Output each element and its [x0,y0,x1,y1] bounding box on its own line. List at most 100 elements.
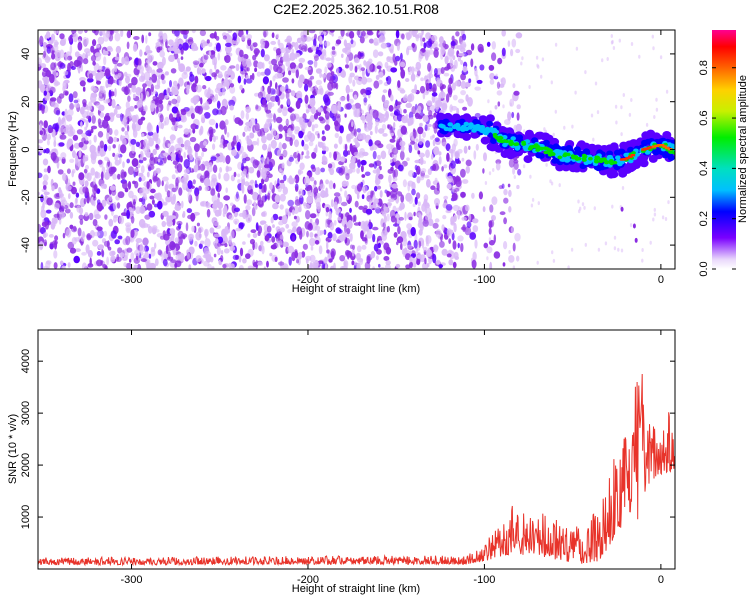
spectrogram-noise-speckle [120,171,126,180]
spectrogram-noise-speckle [354,102,362,109]
spectrogram-noise-speckle [310,106,316,114]
spectrogram-noise-speckle [390,67,398,73]
spectrogram-noise-speckle [180,177,188,185]
spectrogram-noise-speckle [363,97,368,103]
spectrogram-noise-speckle [296,259,299,264]
spectrogram-noise-speckle [187,145,192,155]
spectrogram-noise-speckle [425,207,432,216]
spectrogram-signal-mark [562,153,568,158]
spectrogram-noise-speckle [136,66,142,70]
spectrogram-noise-speckle [104,171,110,180]
spectrogram-noise-speckle [552,258,556,263]
spectrogram-noise-speckle [417,212,421,217]
spectrogram-noise-speckle [146,59,152,64]
spectrogram-noise-speckle [507,183,511,188]
spectrogram-noise-speckle [653,115,656,119]
spectrogram-noise-speckle [261,62,265,69]
spectrogram-noise-speckle [512,265,516,269]
spectrogram-noise-speckle [341,53,344,58]
spectrogram-signal-mark [594,159,599,164]
spectrogram-noise-speckle [363,205,368,210]
spectrogram-signal-peak [665,146,670,150]
spectrogram-noise-speckle [235,227,242,232]
spectrogram-noise-speckle [51,185,55,192]
spectrogram-signal-mark [557,149,564,154]
spectrogram-noise-speckle [138,218,146,228]
spectrogram-noise-speckle [496,90,503,96]
spectrogram-noise-speckle [134,249,141,257]
spectrogram-noise-speckle [465,204,470,212]
spectrogram-noise-speckle [305,109,310,114]
spectrogram-noise-speckle [577,199,580,204]
spectrogram-noise-speckle [507,111,512,121]
spectrogram-noise-speckle [364,171,371,177]
spectrogram-noise-speckle [664,217,668,221]
spectrogram-noise-speckle [83,198,87,205]
spectrogram-noise-speckle [571,124,574,129]
spectrogram-noise-speckle [382,89,388,94]
spectrogram-noise-speckle [238,222,244,230]
spectrogram-noise-speckle [156,192,162,201]
spectrogram-noise-speckle [88,212,94,221]
spectrogram-noise-speckle [168,54,175,63]
spectrogram-signal-mark [634,237,638,243]
spectrogram-noise-speckle [652,46,655,51]
spectrogram-noise-speckle [298,251,303,260]
spectrogram-noise-speckle [245,58,252,66]
spectrogram-noise-speckle [266,114,272,118]
spectrogram-noise-speckle [120,30,124,37]
spectrogram-noise-speckle [263,164,270,169]
spectrogram-noise-speckle [462,65,468,73]
spectrogram-noise-speckle [40,261,44,269]
spectrogram-noise-speckle [146,123,153,133]
spectrogram-noise-speckle [513,159,519,164]
spectrogram-noise-speckle [208,50,212,56]
spectrogram-noise-speckle [432,122,438,129]
spectrogram-noise-speckle [245,214,252,223]
spectrogram-noise-speckle [97,131,104,138]
spectrogram-noise-speckle [457,148,463,154]
spectrogram-noise-speckle [322,94,330,103]
spectrogram-noise-speckle [86,115,92,120]
spectrogram-noise-speckle [287,44,293,50]
spectrogram-noise-speckle [49,97,57,102]
spectrogram-signal-peak [659,144,665,147]
spectrogram-noise-speckle [483,152,487,162]
spectrogram-noise-speckle [170,215,177,220]
spectrogram-noise-speckle [48,234,54,238]
spectrogram-noise-speckle [326,72,333,81]
spectrogram-signal-mark [499,139,505,144]
spectrogram-noise-speckle [45,148,50,154]
spectrogram-noise-speckle [386,213,390,222]
spectrogram-noise-speckle [369,109,373,116]
spectrogram-noise-speckle [100,183,106,189]
spectrogram-noise-speckle [171,106,179,114]
spectrogram-noise-speckle [155,41,162,46]
spectrogram-noise-speckle [503,188,508,196]
spectrogram-noise-speckle [127,166,135,176]
spectrogram-noise-speckle [150,84,154,92]
spectrogram-noise-speckle [321,156,328,165]
spectrogram-noise-speckle [330,49,337,58]
spectrogram-noise-speckle [350,39,354,45]
spectrogram-noise-speckle [420,41,423,47]
spectrogram-noise-speckle [416,192,421,199]
spectrogram-noise-speckle [242,209,247,220]
spectrogram-noise-speckle [256,71,262,77]
spectrogram-noise-speckle [551,250,554,255]
spectrogram-noise-speckle [433,49,439,58]
spectrogram-noise-speckle [246,135,250,141]
spectrogram-noise-speckle [246,34,253,40]
spectrogram-noise-speckle [178,187,183,196]
spectrogram-noise-speckle [330,248,336,258]
spectrogram-noise-speckle [71,169,76,174]
spectrogram-noise-speckle [453,214,457,222]
spectrogram-noise-speckle [488,239,495,246]
spectrogram-signal-mark [480,136,490,145]
spectrogram-noise-speckle [388,174,392,184]
spectrogram-noise-speckle [110,230,117,239]
spectrogram-noise-speckle [78,149,82,158]
spectrogram-noise-speckle [433,244,439,253]
spectrogram-noise-speckle [229,263,235,269]
